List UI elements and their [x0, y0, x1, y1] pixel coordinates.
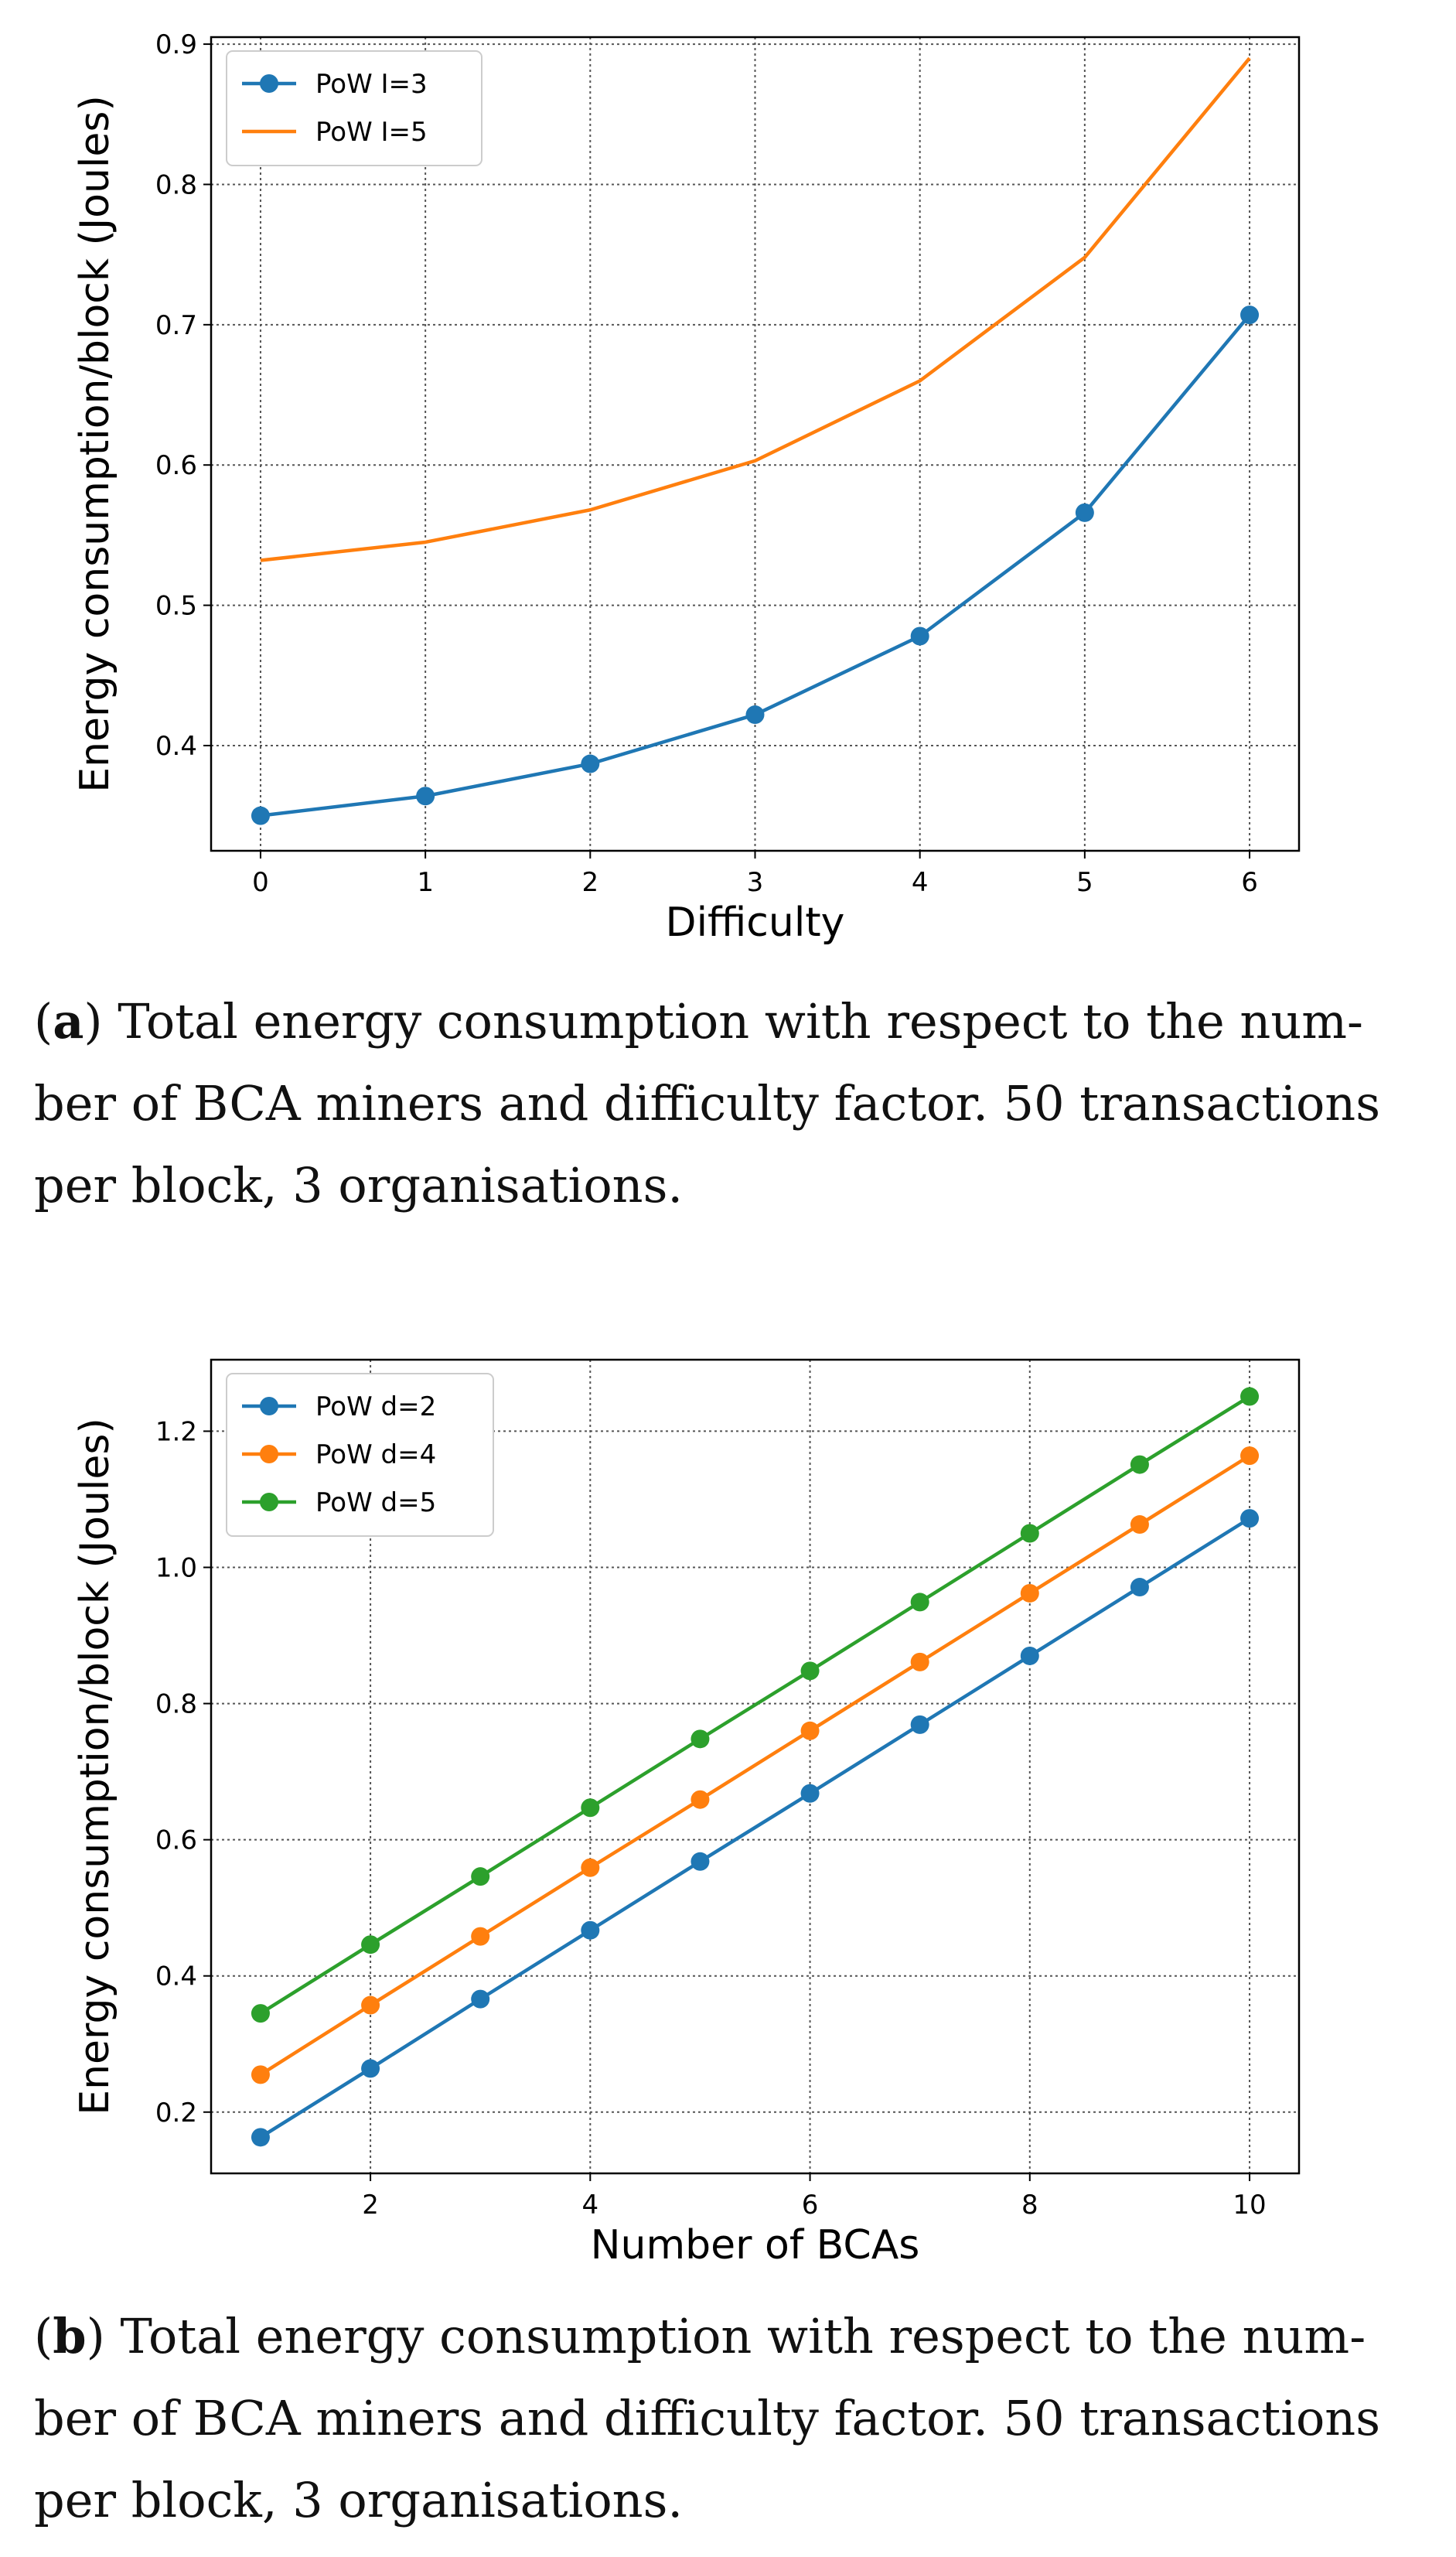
series-1-line [260, 56, 1251, 562]
caption-b-line2: ber of BCA miners and difficulty factor.… [34, 2390, 1381, 2446]
x-tick-label-2: 6 [802, 2190, 819, 2221]
series-1-line [259, 1454, 1251, 2077]
y-axis-label: Energy consumption/block (Joules) [72, 1418, 118, 2115]
series-2-point-7 [1020, 1524, 1039, 1543]
x-axis-label: Number of BCAs [591, 2222, 920, 2269]
series-0-point-6 [1240, 306, 1260, 325]
legend-entry-0: PoW I=3 [315, 69, 428, 100]
legend-marker-0 [260, 1397, 278, 1415]
caption-a: (a) Total energy consumption with respec… [34, 981, 1426, 1227]
x-tick-label-3: 3 [747, 867, 764, 898]
legend-entry-2: PoW d=5 [315, 1487, 436, 1518]
x-tick-label-6: 6 [1241, 867, 1258, 898]
y-tick-label-5: 0.9 [155, 29, 197, 60]
series-0-point-1 [361, 2059, 380, 2078]
series-0-point-5 [1075, 503, 1094, 522]
x-tick-label-5: 5 [1076, 867, 1093, 898]
series-0-point-0 [251, 806, 270, 825]
caption-b-line3: per block, 3 organisations. [34, 2472, 684, 2528]
legend-entry-1: PoW I=5 [315, 117, 428, 148]
x-tick-label-0: 2 [362, 2190, 379, 2221]
x-tick-label-1: 4 [581, 2190, 598, 2221]
legend-marker-1 [260, 1445, 278, 1463]
series-1-point-4 [690, 1790, 710, 1809]
plot-frame [210, 1358, 1301, 2175]
y-tick-label-2: 0.6 [155, 450, 197, 481]
series-0-point-1 [416, 787, 435, 806]
series-0-point-2 [581, 754, 600, 773]
caption-a-line1: (a) Total energy consumption with respec… [34, 993, 1363, 1050]
series-1-point-2 [471, 1927, 490, 1946]
series-1-point-1 [361, 1995, 380, 2015]
caption-a-label: a [53, 993, 84, 1050]
series-0-point-8 [1130, 1578, 1149, 1597]
x-tick-label-4: 10 [1233, 2190, 1266, 2221]
y-tick-label-2: 0.6 [155, 1825, 197, 1856]
series-0-point-4 [910, 626, 929, 646]
series-0-point-0 [251, 2128, 270, 2147]
legend-entry-0: PoW d=2 [315, 1391, 436, 1422]
series-0-point-9 [1240, 1509, 1260, 1528]
series-0-point-6 [910, 1715, 929, 1734]
caption-a-text1: Total energy consumption with respect to… [118, 993, 1363, 1050]
series-2-point-9 [1240, 1387, 1260, 1406]
series-0-point-3 [581, 1920, 600, 1940]
series-0-point-3 [745, 705, 765, 725]
series-1-point-9 [1240, 1446, 1260, 1466]
x-tick-label-1: 1 [417, 867, 434, 898]
x-tick-label-0: 0 [252, 867, 269, 898]
series-2-line [259, 1395, 1251, 2016]
caption-b: (b) Total energy consumption with respec… [34, 2296, 1426, 2542]
y-tick-label-0: 0.2 [155, 2098, 197, 2129]
y-tick-label-4: 1.0 [155, 1553, 197, 1584]
series-0-point-2 [471, 1989, 490, 2009]
series-0-point-4 [690, 1852, 710, 1871]
series-2-point-0 [251, 2004, 270, 2023]
series-2-point-3 [581, 1798, 600, 1818]
caption-b-text1: Total energy consumption with respect to… [120, 2308, 1366, 2364]
series-0-line [259, 1517, 1251, 2139]
y-tick-label-4: 0.8 [155, 169, 197, 200]
y-tick-label-3: 0.7 [155, 310, 197, 341]
series-2-point-6 [910, 1593, 929, 1612]
y-tick-label-5: 1.2 [155, 1416, 197, 1447]
x-tick-label-2: 2 [581, 867, 598, 898]
x-axis-label: Difficulty [666, 900, 845, 946]
series-0-point-5 [800, 1784, 820, 1803]
y-tick-label-0: 0.4 [155, 731, 197, 762]
y-tick-label-3: 0.8 [155, 1689, 197, 1720]
series-2-point-5 [800, 1661, 820, 1681]
legend-entry-1: PoW d=4 [315, 1439, 436, 1470]
series-0-point-7 [1020, 1646, 1039, 1665]
series-1-point-8 [1130, 1515, 1149, 1535]
series-2-point-8 [1130, 1455, 1149, 1474]
x-tick-label-4: 4 [912, 867, 929, 898]
legend-marker-0 [260, 74, 278, 93]
legend-marker-2 [260, 1493, 278, 1511]
series-1-point-7 [1020, 1583, 1039, 1603]
y-tick-label-1: 0.4 [155, 1961, 197, 1992]
series-1-point-0 [251, 2065, 270, 2084]
caption-a-line2: ber of BCA miners and difficulty factor.… [34, 1075, 1381, 1132]
chart-bcas: 2 4 6 8 10 0.2 0.4 0.6 0.8 1.0 1.2 Number of BCAs En… [72, 1358, 1301, 2269]
chart-difficulty: 0 1 2 3 4 5 6 0.4 0.5 0.6 0.7 0.8 0.9 Difficulty Energ… [72, 29, 1301, 946]
legend-box [226, 1373, 494, 1537]
series-1-point-6 [910, 1652, 929, 1671]
caption-b-line1: (b) Total energy consumption with respec… [34, 2308, 1366, 2364]
series-2-point-4 [690, 1729, 710, 1749]
series-2-point-1 [361, 1935, 380, 1954]
plot-frame [210, 36, 1301, 852]
series-1-point-5 [800, 1721, 820, 1740]
legend-box [226, 50, 482, 166]
series-2-point-2 [471, 1867, 490, 1886]
y-tick-label-1: 0.5 [155, 591, 197, 622]
x-tick-label-3: 8 [1021, 2190, 1038, 2221]
caption-b-label: b [53, 2308, 87, 2364]
caption-a-line3: per block, 3 organisations. [34, 1157, 684, 1214]
y-axis-label: Energy consumption/block (Joules) [72, 95, 118, 793]
series-1-point-3 [581, 1858, 600, 1877]
